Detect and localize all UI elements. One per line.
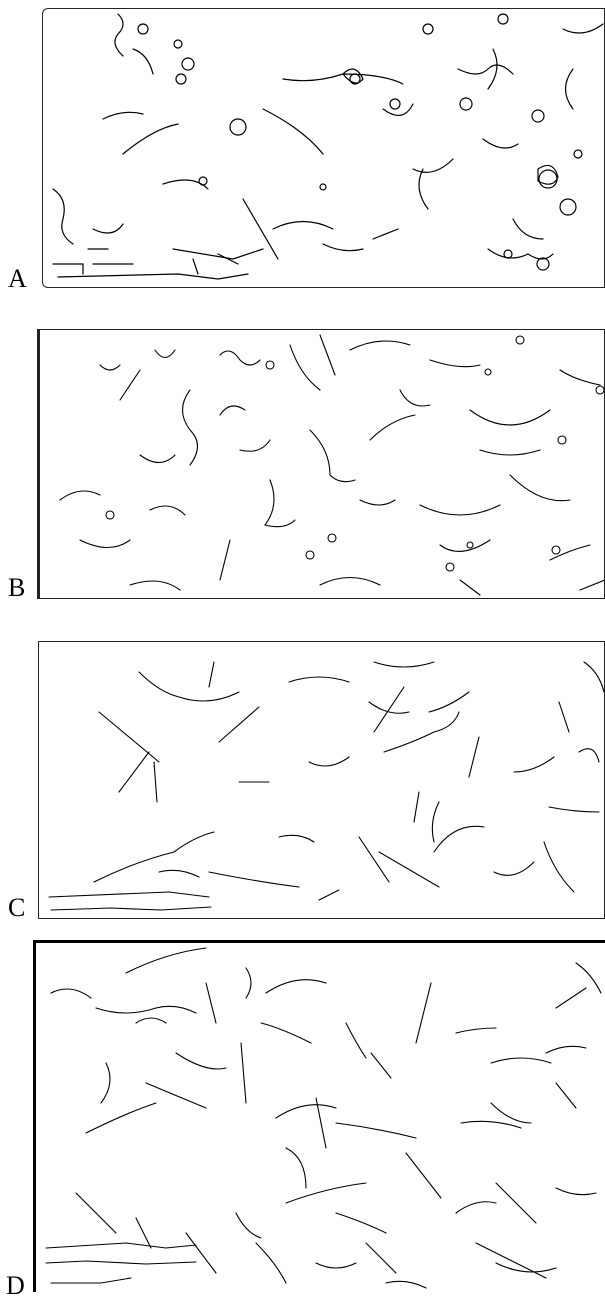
panel-d-edge-svg	[45, 947, 602, 1289]
panel-c-edge-svg	[48, 661, 604, 911]
panel-d-edge-map	[33, 940, 605, 1292]
panel-a-edge-svg	[52, 13, 604, 280]
panel-d-label: D	[6, 1271, 25, 1300]
panel-c: C	[0, 637, 605, 927]
panel-c-edge-map	[38, 641, 605, 919]
panel-c-label: C	[8, 893, 26, 922]
panel-b: B	[0, 325, 605, 605]
panel-b-edge-map	[37, 329, 605, 599]
panel-d: D	[0, 940, 605, 1299]
panel-a-edge-map	[42, 8, 605, 288]
panel-b-edge-svg	[59, 334, 604, 596]
panel-a-label: A	[8, 264, 27, 293]
panel-a: A	[0, 0, 605, 300]
panel-b-label: B	[8, 573, 26, 602]
